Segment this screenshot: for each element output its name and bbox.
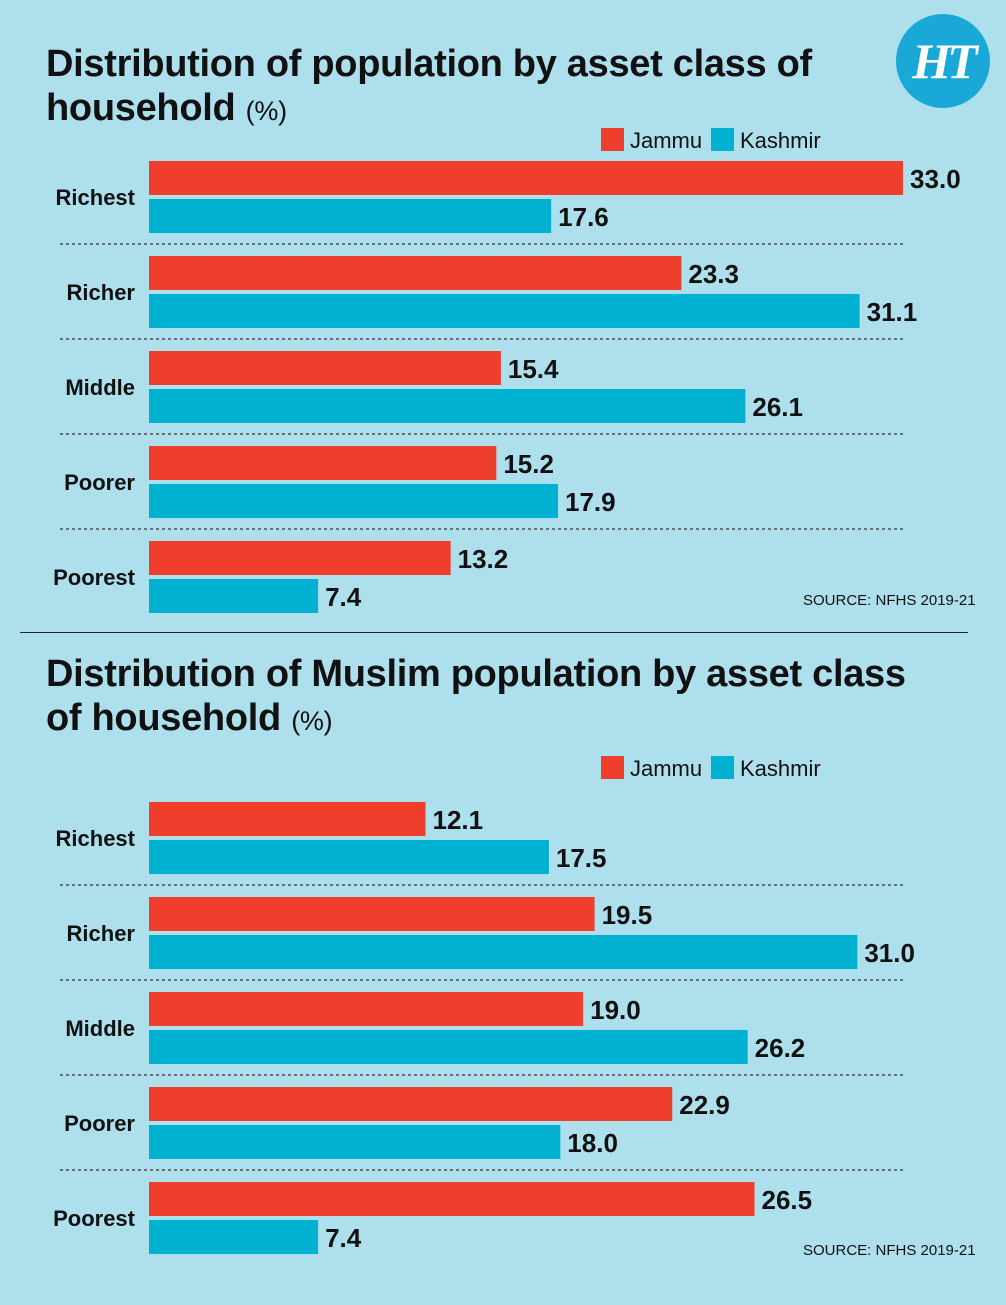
- category-label-poorest: Poorest: [53, 1206, 136, 1231]
- value-label-jammu-poorer: 15.2: [503, 449, 554, 479]
- bar-kashmir-middle: [149, 1030, 748, 1064]
- value-label-kashmir-richer: 31.0: [864, 938, 915, 968]
- category-label-middle: Middle: [65, 375, 135, 400]
- value-label-jammu-richest: 12.1: [432, 805, 483, 835]
- bar-jammu-richest: [149, 802, 426, 836]
- bar-jammu-poorer: [149, 1087, 673, 1121]
- chart-2-source: SOURCE: NFHS 2019-21: [803, 1242, 976, 1259]
- chart-2-unit: (%): [291, 706, 333, 736]
- category-label-poorer: Poorer: [64, 470, 135, 495]
- bar-kashmir-poorer: [149, 1125, 561, 1159]
- value-label-jammu-poorest: 13.2: [458, 544, 509, 574]
- category-label-richest: Richest: [56, 185, 136, 210]
- value-label-kashmir-poorest: 7.4: [325, 1223, 362, 1253]
- category-label-poorest: Poorest: [53, 565, 136, 590]
- legend-swatch-jammu: [601, 756, 624, 779]
- value-label-kashmir-middle: 26.2: [755, 1033, 806, 1063]
- legend-label-kashmir: Kashmir: [740, 128, 821, 153]
- bar-kashmir-richest: [149, 840, 549, 874]
- chart-2-title: Distribution of Muslim population by ass…: [46, 652, 946, 743]
- value-label-jammu-middle: 15.4: [508, 354, 559, 384]
- bar-kashmir-richer: [149, 935, 858, 969]
- ht-logo: HT: [896, 14, 990, 108]
- section-divider: [20, 632, 968, 633]
- bar-jammu-middle: [149, 992, 584, 1026]
- category-label-poorer: Poorer: [64, 1111, 135, 1136]
- bar-jammu-poorest: [149, 1182, 755, 1216]
- bar-jammu-middle: [149, 351, 501, 385]
- bar-kashmir-poorest: [149, 579, 319, 613]
- bar-kashmir-richest: [149, 199, 552, 233]
- chart-2-title-text: Distribution of Muslim population by ass…: [46, 653, 906, 739]
- value-label-kashmir-poorest: 7.4: [325, 582, 362, 612]
- value-label-kashmir-richer: 31.1: [867, 297, 918, 327]
- chart-1-title: Distribution of population by asset clas…: [46, 42, 946, 133]
- bar-jammu-richest: [149, 161, 904, 195]
- value-label-kashmir-richest: 17.6: [558, 202, 609, 232]
- value-label-jammu-poorer: 22.9: [679, 1090, 730, 1120]
- chart-1-unit: (%): [245, 96, 287, 126]
- bar-jammu-richer: [149, 897, 595, 931]
- legend-swatch-jammu: [601, 128, 624, 151]
- chart-1-source: SOURCE: NFHS 2019-21: [803, 592, 976, 609]
- legend-swatch-kashmir: [711, 756, 734, 779]
- bar-kashmir-poorer: [149, 484, 559, 518]
- value-label-kashmir-poorer: 17.9: [565, 487, 616, 517]
- value-label-jammu-richer: 23.3: [688, 259, 739, 289]
- legend-label-jammu: Jammu: [630, 756, 702, 781]
- chart-1-svg: Jammu Kashmir Richest 33.0 17.6 Richer 23.3 31.…: [53, 128, 961, 613]
- value-label-jammu-richer: 19.5: [602, 900, 653, 930]
- bar-kashmir-middle: [149, 389, 746, 423]
- value-label-kashmir-middle: 26.1: [752, 392, 803, 422]
- category-label-middle: Middle: [65, 1016, 135, 1041]
- value-label-kashmir-richest: 17.5: [556, 843, 607, 873]
- bar-jammu-poorest: [149, 541, 451, 575]
- legend-label-kashmir: Kashmir: [740, 756, 821, 781]
- bar-jammu-richer: [149, 256, 682, 290]
- value-label-jammu-poorest: 26.5: [762, 1185, 813, 1215]
- value-label-jammu-middle: 19.0: [590, 995, 641, 1025]
- legend-label-jammu: Jammu: [630, 128, 702, 153]
- value-label-kashmir-poorer: 18.0: [567, 1128, 618, 1158]
- bar-jammu-poorer: [149, 446, 497, 480]
- chart-1-title-text: Distribution of population by asset clas…: [46, 43, 812, 129]
- bar-kashmir-richer: [149, 294, 860, 328]
- category-label-richest: Richest: [56, 826, 136, 851]
- category-label-richer: Richer: [67, 921, 136, 946]
- legend-swatch-kashmir: [711, 128, 734, 151]
- bar-kashmir-poorest: [149, 1220, 319, 1254]
- value-label-jammu-richest: 33.0: [910, 164, 961, 194]
- category-label-richer: Richer: [67, 280, 136, 305]
